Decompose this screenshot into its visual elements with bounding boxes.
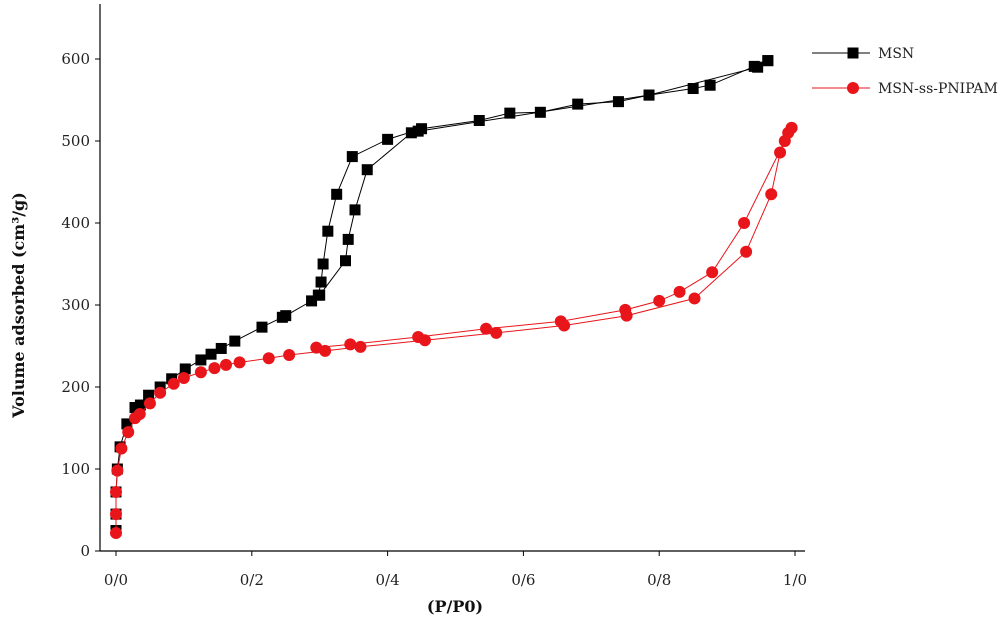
data-point — [480, 322, 493, 335]
y-tick-label: 0 — [80, 542, 90, 560]
data-point — [122, 426, 135, 439]
legend-label: MSN — [878, 46, 914, 62]
data-point — [342, 233, 354, 245]
data-point — [405, 127, 417, 139]
data-point — [412, 330, 425, 343]
data-point — [653, 294, 666, 307]
desorption-line — [319, 60, 769, 296]
data-point — [194, 366, 207, 379]
data-point — [317, 258, 329, 270]
data-point — [740, 245, 753, 258]
legend-label: MSN-ss-PNIPAM — [878, 81, 998, 97]
data-point — [490, 326, 503, 339]
data-point — [134, 399, 146, 411]
legend-item: MSN — [812, 46, 914, 62]
x-tick-label: 0/6 — [511, 571, 535, 589]
data-point — [314, 289, 326, 301]
data-point — [704, 79, 716, 91]
y-tick-label: 400 — [61, 214, 90, 232]
data-point — [110, 508, 122, 521]
data-point — [554, 315, 567, 328]
data-point — [504, 107, 516, 119]
data-point — [133, 408, 146, 421]
y-tick-label: 600 — [61, 50, 90, 68]
x-axis-title: (P/P0) — [427, 597, 483, 616]
adsorption-line — [115, 60, 768, 531]
x-tick-label: 0/8 — [647, 571, 671, 589]
data-point — [256, 321, 268, 333]
data-point — [143, 397, 156, 410]
x-tick-label: 0/0 — [104, 571, 128, 589]
data-point — [219, 358, 232, 371]
data-point — [706, 266, 719, 279]
data-point — [688, 292, 701, 305]
legend-item: MSN-ss-PNIPAM — [812, 81, 998, 97]
data-point — [774, 146, 787, 159]
data-point — [111, 464, 124, 477]
data-point — [361, 164, 373, 176]
y-axis-title: Volume adsorbed (cm³/g) — [9, 192, 28, 419]
data-point — [619, 303, 632, 316]
data-point — [167, 377, 180, 390]
data-point — [473, 115, 485, 126]
data-point — [283, 349, 296, 362]
data-point — [340, 255, 352, 267]
data-point — [344, 338, 357, 351]
desorption-line — [316, 127, 793, 349]
data-point — [215, 342, 227, 354]
data-point — [121, 418, 133, 430]
data-point — [738, 217, 751, 229]
data-point — [110, 526, 122, 539]
data-point — [673, 285, 686, 298]
y-tick-label: 100 — [61, 460, 90, 478]
data-point — [412, 125, 424, 137]
legend-marker — [847, 47, 859, 59]
data-point — [306, 295, 318, 307]
data-point — [310, 341, 323, 354]
axes: 0 100 200 300 400 500 600 0/0 0/2 0/4 0/6 0/8 1/0 — [61, 4, 807, 589]
series-1 — [110, 121, 798, 539]
data-point — [208, 362, 221, 375]
y-tick-label: 200 — [61, 378, 90, 396]
data-point — [534, 106, 546, 118]
data-point — [195, 354, 207, 366]
data-point — [765, 188, 778, 201]
data-point — [643, 89, 655, 101]
data-point — [572, 98, 584, 110]
x-tick-label: 0/2 — [240, 571, 264, 589]
data-point — [322, 225, 334, 237]
data-point — [762, 55, 774, 67]
data-point — [177, 371, 190, 384]
data-point — [687, 83, 699, 95]
data-point — [229, 335, 241, 347]
data-point — [143, 389, 155, 401]
series-layer — [110, 55, 798, 539]
data-point — [349, 204, 361, 216]
y-tick-label: 300 — [61, 296, 90, 314]
series-0 — [110, 55, 774, 536]
data-point — [179, 363, 191, 375]
data-point — [382, 133, 394, 145]
legend: MSN MSN-ss-PNIPAM — [812, 46, 998, 97]
data-point — [154, 386, 167, 399]
data-point — [331, 188, 343, 200]
x-tick-label: 1/0 — [783, 571, 807, 589]
data-point — [233, 356, 246, 369]
data-point — [778, 135, 791, 147]
data-point — [346, 151, 358, 163]
data-point — [205, 348, 217, 360]
legend-marker — [847, 82, 859, 94]
x-tick-label: 0/4 — [376, 571, 400, 589]
y-tick-label: 500 — [61, 132, 90, 150]
data-point — [280, 310, 292, 322]
data-point — [115, 442, 128, 455]
data-point — [262, 352, 275, 365]
data-point — [315, 276, 327, 288]
data-point — [612, 96, 624, 108]
data-point — [752, 61, 764, 73]
data-point — [110, 485, 122, 498]
adsorption-line — [115, 127, 793, 533]
data-point — [354, 340, 367, 353]
